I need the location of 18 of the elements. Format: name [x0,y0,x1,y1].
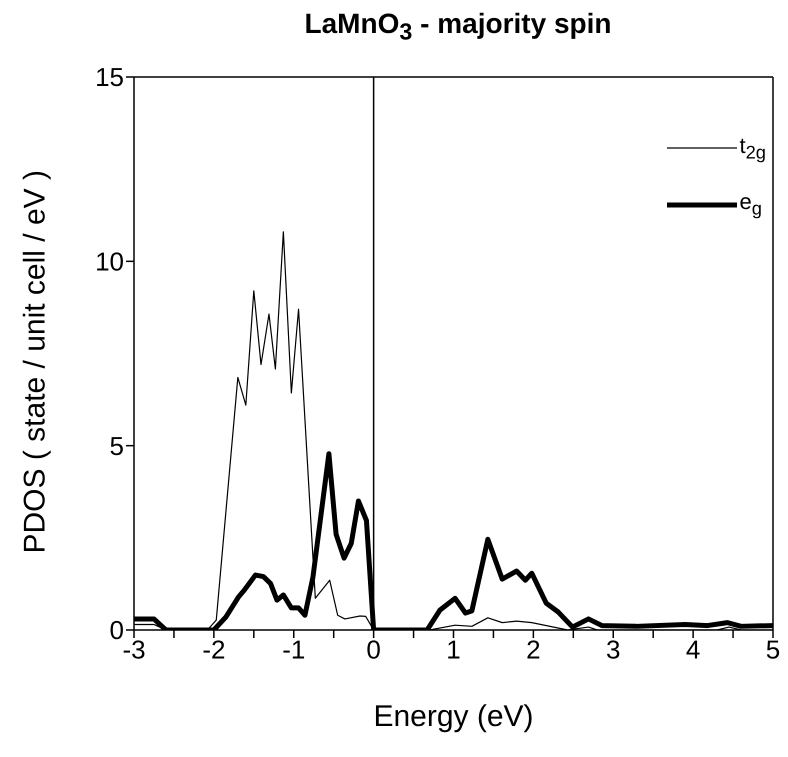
x-tick-label: 2 [526,634,541,664]
x-tick-label: 5 [766,634,780,664]
y-tick-label: 15 [95,62,124,92]
x-tick-label: -2 [202,634,226,664]
x-axis-title: Energy (eV) [373,700,534,733]
x-tick-label: 3 [606,634,620,664]
x-tick-label: -3 [122,634,146,664]
y-tick-label: 0 [110,615,124,646]
legend-label: e$_{g}$ [739,189,762,220]
x-tick-label: 4 [686,634,700,664]
chart-title: LaMnO$_{3}$ - majority spin [303,8,613,47]
y-tick-label: 10 [95,246,124,277]
legend-label: t$_{2g}$ [739,133,766,164]
x-tick-label: 1 [446,634,461,664]
x-tick-label: -1 [282,634,306,664]
y-tick-label: 5 [110,430,124,461]
x-tick-label: 0 [366,634,381,664]
y-axis-title: PDOS ( state / unit cell / eV ) [18,170,52,554]
